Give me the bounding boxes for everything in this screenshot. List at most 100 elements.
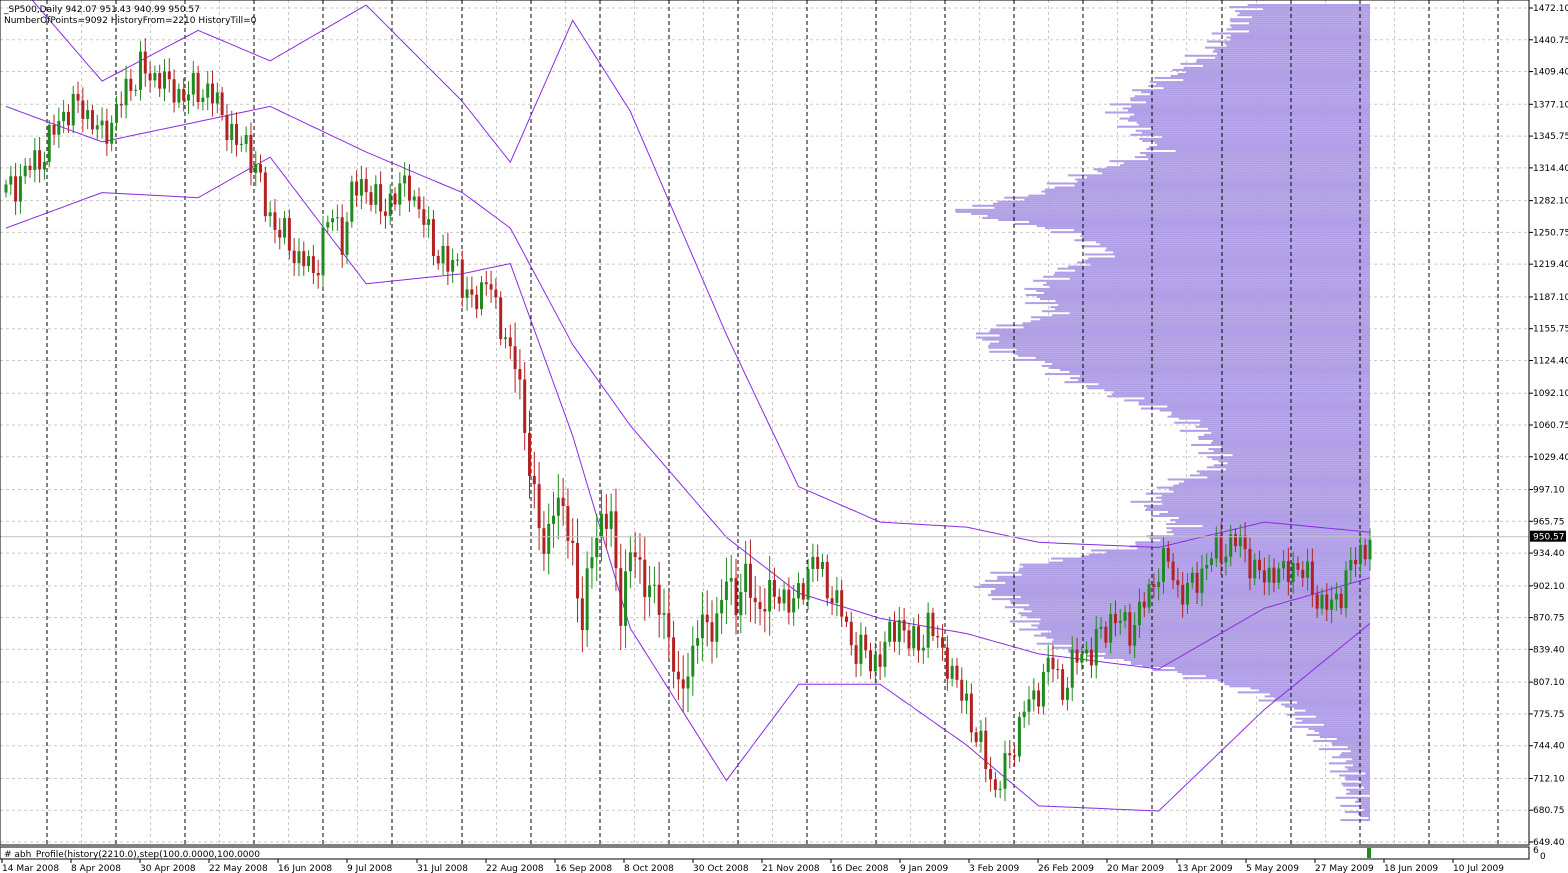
profile-bar xyxy=(1069,371,1370,374)
profile-bar xyxy=(1329,770,1370,773)
profile-bar xyxy=(1196,470,1370,473)
profile-bar xyxy=(1213,464,1370,467)
profile-bar xyxy=(1040,632,1370,635)
x-tick-label: 13 Apr 2009 xyxy=(1177,864,1233,873)
candle-body xyxy=(1349,559,1353,571)
profile-bar xyxy=(1306,733,1370,736)
candle-body xyxy=(1094,628,1098,666)
candle-body xyxy=(1161,547,1165,582)
candle-body xyxy=(902,620,906,631)
candle-body xyxy=(393,193,397,205)
x-tick-label: 9 Jul 2008 xyxy=(347,864,392,873)
time-axis[interactable]: 14 Mar 2008 8 Apr 2008 30 Apr 2008 22 May 2… xyxy=(1,859,1504,873)
candle-body xyxy=(417,196,421,210)
profile-bar xyxy=(1291,725,1370,728)
candle-body xyxy=(1195,572,1199,593)
profile-bar xyxy=(1191,444,1370,447)
candle-body xyxy=(1037,690,1041,707)
candle-body xyxy=(955,665,959,680)
candle-body xyxy=(849,621,853,646)
profile-bar xyxy=(1263,8,1370,11)
candle-body xyxy=(1166,547,1170,562)
candle-body xyxy=(1200,568,1204,593)
profile-bar xyxy=(1140,152,1370,155)
candle-body xyxy=(1113,613,1117,624)
candle-body xyxy=(508,337,512,347)
candle-body xyxy=(758,602,762,610)
candle-body xyxy=(499,297,503,340)
x-tick-label: 16 Dec 2008 xyxy=(831,864,889,873)
profile-bar xyxy=(1352,764,1370,767)
candle-body xyxy=(1282,561,1286,569)
candle-body xyxy=(1258,559,1262,571)
candle-body xyxy=(595,537,599,558)
candle-body xyxy=(1017,717,1021,757)
profile-bar xyxy=(1044,373,1370,376)
profile-bar xyxy=(1359,815,1370,818)
current-price-label: 950.57 xyxy=(1533,533,1565,543)
candle-body xyxy=(1219,535,1223,563)
profile-bar xyxy=(1345,778,1370,781)
candle-body xyxy=(748,563,752,598)
price-axis[interactable]: 1472.10 1440.75 1409.40 1377.10 1345.75 1314.… xyxy=(1529,4,1568,848)
candle-body xyxy=(1075,649,1079,663)
candle-body xyxy=(897,620,901,642)
candle-body xyxy=(1137,601,1141,625)
x-tick-label: 9 Jan 2009 xyxy=(900,864,948,873)
profile-bar xyxy=(1339,754,1370,757)
profile-bar xyxy=(1181,673,1370,676)
candle-body xyxy=(105,120,109,144)
indicator-scale-bottom: 0 xyxy=(1540,852,1546,862)
profile-bar xyxy=(1344,810,1370,814)
profile-bar xyxy=(1064,381,1370,384)
candle-body xyxy=(479,282,483,310)
y-tick-label: 1472.10 xyxy=(1533,4,1568,14)
candle-body xyxy=(220,92,224,115)
profile-bar xyxy=(1148,158,1370,161)
profile-bar xyxy=(1049,366,1370,369)
profile-bar xyxy=(1141,131,1370,134)
profile-bar xyxy=(1113,251,1370,254)
candle-body xyxy=(1046,657,1050,673)
profile-bar xyxy=(1077,261,1370,264)
candle-body xyxy=(33,150,37,170)
profile-bar xyxy=(1020,596,1370,599)
profile-bar xyxy=(1156,486,1370,489)
profile-bar xyxy=(1231,34,1370,37)
candle-body xyxy=(278,229,282,238)
candle-body xyxy=(1027,699,1031,712)
profile-bar xyxy=(1250,687,1370,690)
candle-body xyxy=(609,511,613,529)
candle-body xyxy=(57,120,61,135)
profile-bar xyxy=(1029,220,1370,224)
candle-body xyxy=(292,250,296,264)
profile-bar xyxy=(1109,103,1370,106)
candle-body xyxy=(921,647,925,651)
candle-body xyxy=(792,598,796,613)
profile-bar xyxy=(1159,409,1370,412)
profile-bar xyxy=(1232,454,1370,457)
candle-body xyxy=(624,571,628,626)
profile-bar xyxy=(1054,186,1370,189)
candle-body xyxy=(503,337,507,340)
candle-body xyxy=(518,369,522,380)
candle-body xyxy=(52,124,56,135)
candle-body xyxy=(119,103,123,106)
profile-bar xyxy=(1203,433,1370,436)
candle-body xyxy=(720,600,724,614)
y-tick-label: 1219.40 xyxy=(1533,260,1568,270)
candle-body xyxy=(249,134,253,173)
profile-bar xyxy=(1183,66,1370,69)
profile-bar xyxy=(1355,800,1370,803)
profile-bar xyxy=(1154,141,1370,144)
profile-bar xyxy=(1229,6,1370,9)
profile-bar xyxy=(1058,304,1370,307)
candle-body xyxy=(412,196,416,201)
candle-body xyxy=(460,259,464,298)
candle-body xyxy=(100,120,104,126)
profile-bar xyxy=(1195,60,1370,63)
candle-body xyxy=(830,598,834,603)
profile-bar xyxy=(1051,630,1370,633)
profile-bar xyxy=(1132,89,1370,92)
